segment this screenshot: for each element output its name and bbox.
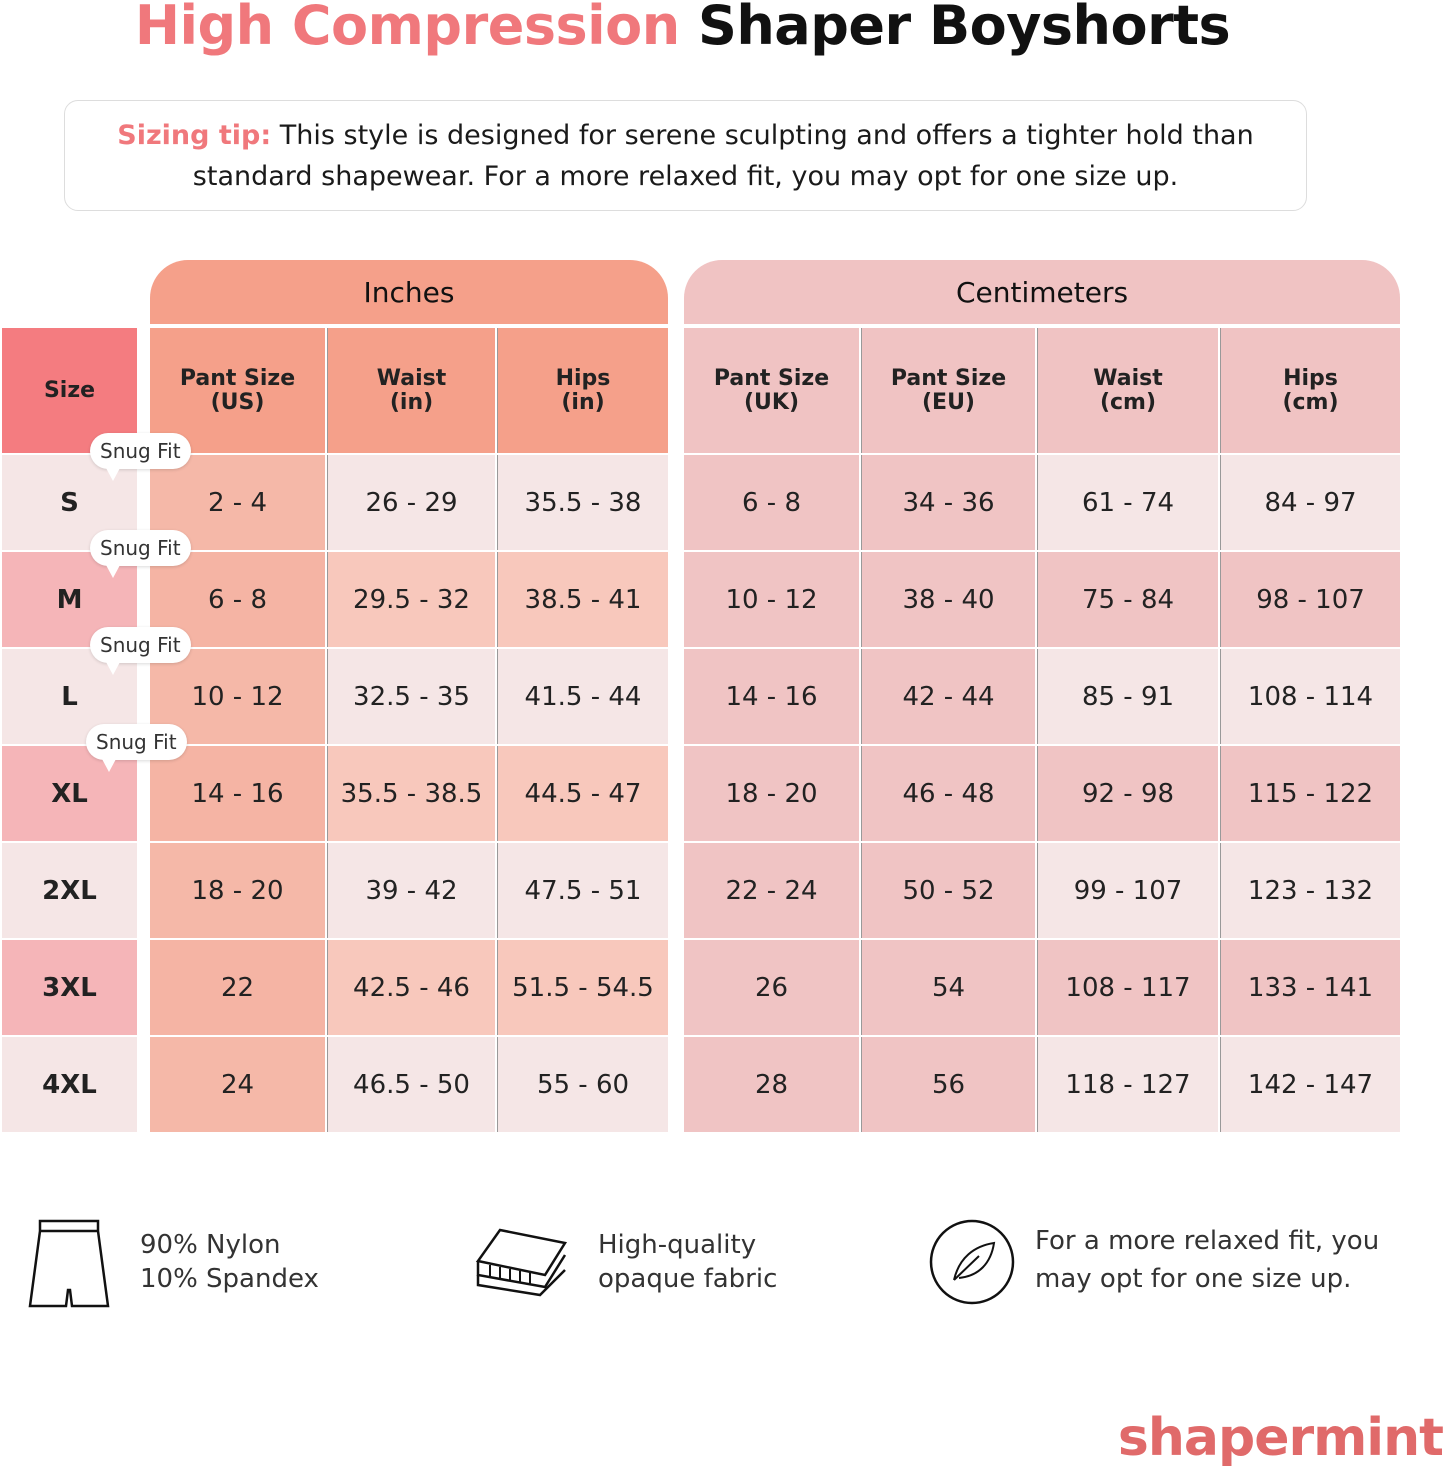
table-cell: 115 - 122 — [1220, 746, 1400, 841]
column-header: Pant Size (UK) — [684, 328, 859, 453]
feather-icon — [929, 1219, 1015, 1305]
table-cell: 92 - 98 — [1037, 746, 1218, 841]
table-cell: 22 - 24 — [684, 843, 859, 938]
table-cell: 10 - 12 — [684, 552, 859, 647]
column-header: Waist (cm) — [1037, 328, 1218, 453]
snug-fit-badge: Snug Fit — [90, 530, 191, 578]
table-cell: 14 - 16 — [150, 746, 325, 841]
table-cell: 50 - 52 — [861, 843, 1035, 938]
feature-material: 90% Nylon 10% Spandex — [140, 1230, 319, 1294]
table-cell: 99 - 107 — [1037, 843, 1218, 938]
table-cell: 28 — [684, 1037, 859, 1132]
table-cell: 44.5 - 47 — [497, 746, 668, 841]
table-cell: 108 - 114 — [1220, 649, 1400, 744]
column-header-line: Pant Size — [890, 365, 1007, 391]
table-cell: 35.5 - 38 — [497, 455, 668, 550]
table-cell: 56 — [861, 1037, 1035, 1132]
column-header-line: (EU) — [921, 389, 975, 415]
column-header: Pant Size (EU) — [861, 328, 1035, 453]
column-header-line: (in) — [561, 389, 605, 415]
table-cell: 29.5 - 32 — [327, 552, 495, 647]
table-cell: 118 - 127 — [1037, 1037, 1218, 1132]
table-cell: 18 - 20 — [150, 843, 325, 938]
table-cell: 38.5 - 41 — [497, 552, 668, 647]
table-cell: 123 - 132 — [1220, 843, 1400, 938]
group-centimeters: Centimeters — [684, 260, 1400, 324]
table-cell: 35.5 - 38.5 — [327, 746, 495, 841]
table-cell: 6 - 8 — [150, 552, 325, 647]
group-inches: Inches — [150, 260, 668, 324]
column-header-line: (cm) — [1282, 389, 1339, 415]
table-cell: 46.5 - 50 — [327, 1037, 495, 1132]
size-header: Size — [2, 328, 137, 453]
feature-fit: For a more relaxed fit, you may opt for o… — [1035, 1226, 1380, 1294]
table-cell: 47.5 - 51 — [497, 843, 668, 938]
column-header-line: Pant Size — [713, 365, 830, 391]
column-header: Hips (cm) — [1220, 328, 1400, 453]
column-header-line: (cm) — [1099, 389, 1157, 415]
fabric-layers-icon — [475, 1228, 568, 1297]
page-title: High Compression Shaper Boyshorts — [134, 0, 1231, 57]
column-header-line: Pant Size — [179, 365, 296, 391]
table-cell: 14 - 16 — [684, 649, 859, 744]
table-cell: 39 - 42 — [327, 843, 495, 938]
table-cell: 133 - 141 — [1220, 940, 1400, 1035]
column-header: Waist (in) — [327, 328, 495, 453]
table-cell: 84 - 97 — [1220, 455, 1400, 550]
column-header-line: Hips — [1283, 365, 1338, 391]
table-cell: 51.5 - 54.5 — [497, 940, 668, 1035]
table-cell: 108 - 117 — [1037, 940, 1218, 1035]
table-cell: 6 - 8 — [684, 455, 859, 550]
size-cell: 3XL — [2, 940, 137, 1035]
column-header-line: (in) — [389, 389, 434, 415]
feature-fabric: High-quality opaque fabric — [598, 1230, 778, 1294]
table-cell: 61 - 74 — [1037, 455, 1218, 550]
table-cell: 26 — [684, 940, 859, 1035]
snug-fit-badge: Snug Fit — [90, 627, 191, 675]
table-cell: 24 — [150, 1037, 325, 1132]
table-cell: 54 — [861, 940, 1035, 1035]
snug-fit-badge: Snug Fit — [90, 433, 191, 481]
column-header-line: Waist — [376, 365, 447, 391]
column-header: Pant Size (US) — [150, 328, 325, 453]
size-cell: 2XL — [2, 843, 137, 938]
column-header-line: Hips — [555, 365, 611, 391]
table-cell: 42.5 - 46 — [327, 940, 495, 1035]
table-cell: 46 - 48 — [861, 746, 1035, 841]
size-cell: XL — [2, 746, 137, 841]
table-cell: 98 - 107 — [1220, 552, 1400, 647]
column-header-line: Waist — [1093, 365, 1163, 391]
sizing-tip: Sizing tip: This style is designed for s… — [64, 100, 1307, 211]
column-header: Hips (in) — [497, 328, 668, 453]
table-cell: 41.5 - 44 — [497, 649, 668, 744]
table-cell: 26 - 29 — [327, 455, 495, 550]
column-header-line: (US) — [210, 389, 265, 415]
table-cell: 75 - 84 — [1037, 552, 1218, 647]
table-cell: 85 - 91 — [1037, 649, 1218, 744]
table-cell: 34 - 36 — [861, 455, 1035, 550]
table-cell: 18 - 20 — [684, 746, 859, 841]
snug-fit-badge: Snug Fit — [86, 724, 187, 772]
table-cell: 22 — [150, 940, 325, 1035]
table-cell: 32.5 - 35 — [327, 649, 495, 744]
table-cell: 42 - 44 — [861, 649, 1035, 744]
size-cell: 4XL — [2, 1037, 137, 1132]
table-cell: 55 - 60 — [497, 1037, 668, 1132]
table-cell: 38 - 40 — [861, 552, 1035, 647]
shapermint-logo: shapermint — [1117, 1408, 1444, 1468]
column-header-line: (UK) — [743, 389, 800, 415]
shorts-icon — [28, 1219, 110, 1308]
table-cell: 142 - 147 — [1220, 1037, 1400, 1132]
